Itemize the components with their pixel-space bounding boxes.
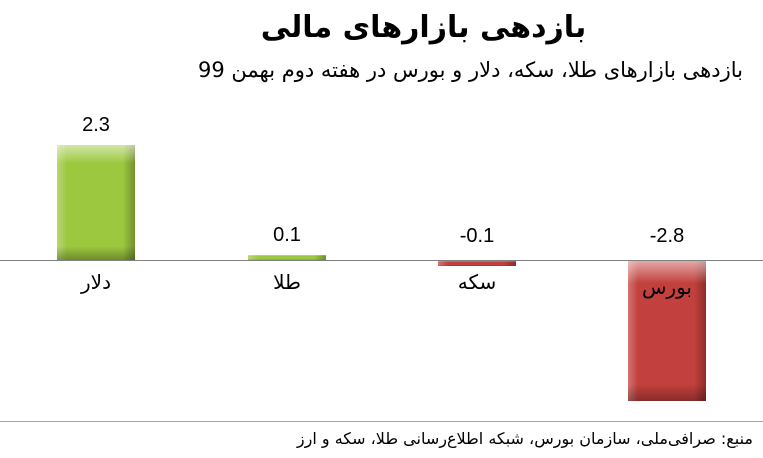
category-label-stocks: بورس [642,275,692,299]
value-label-dollar: 2.3 [82,114,110,136]
chart-subtitle: بازدهی بازارهای طلا، سکه، دلار و بورس در… [197,58,743,82]
bar-gold [248,255,326,260]
category-label-dollar: دلار [81,270,111,294]
plot-area: 2.3 دلار 0.1 طلا -0.1 سکه -2.8 بورس [0,114,763,401]
bar-coin [438,261,516,266]
x-axis-line [0,260,763,261]
value-label-stocks: -2.8 [649,225,685,247]
category-label-coin: سکه [457,270,497,294]
category-label-gold: طلا [273,270,301,294]
value-label-gold: 0.1 [273,224,301,246]
bar-stocks [628,261,706,401]
footer-divider-line [0,421,763,422]
bar-dollar [57,145,135,260]
source-note: منبع: صرافی‌ملی، سازمان بورس، شبکه اطلاع… [296,429,753,448]
value-label-coin: -0.1 [459,225,495,247]
chart-title: بازدهی بازارهای مالی [260,10,587,45]
